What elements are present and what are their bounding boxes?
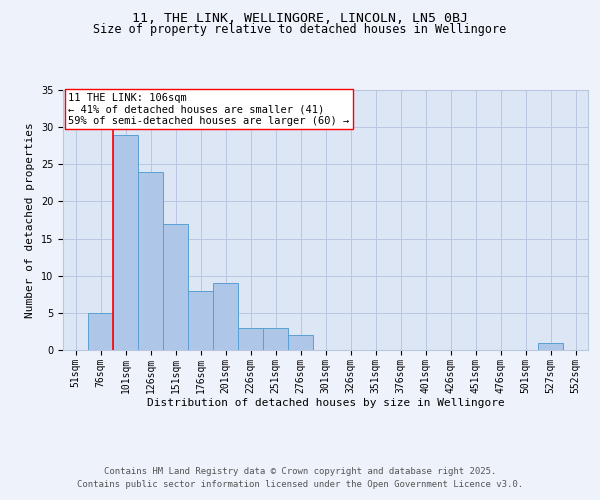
X-axis label: Distribution of detached houses by size in Wellingore: Distribution of detached houses by size …: [146, 398, 505, 408]
Text: Contains HM Land Registry data © Crown copyright and database right 2025.: Contains HM Land Registry data © Crown c…: [104, 467, 496, 476]
Bar: [238, 328, 263, 350]
Bar: [188, 290, 213, 350]
Y-axis label: Number of detached properties: Number of detached properties: [25, 122, 35, 318]
Bar: [163, 224, 188, 350]
Text: 11 THE LINK: 106sqm
← 41% of detached houses are smaller (41)
59% of semi-detach: 11 THE LINK: 106sqm ← 41% of detached ho…: [68, 92, 349, 126]
Bar: [213, 283, 238, 350]
Bar: [138, 172, 163, 350]
Bar: [263, 328, 288, 350]
Bar: [538, 342, 563, 350]
Bar: [113, 134, 138, 350]
Text: 11, THE LINK, WELLINGORE, LINCOLN, LN5 0BJ: 11, THE LINK, WELLINGORE, LINCOLN, LN5 0…: [132, 12, 468, 26]
Bar: [288, 335, 313, 350]
Bar: [88, 313, 113, 350]
Text: Size of property relative to detached houses in Wellingore: Size of property relative to detached ho…: [94, 24, 506, 36]
Text: Contains public sector information licensed under the Open Government Licence v3: Contains public sector information licen…: [77, 480, 523, 489]
